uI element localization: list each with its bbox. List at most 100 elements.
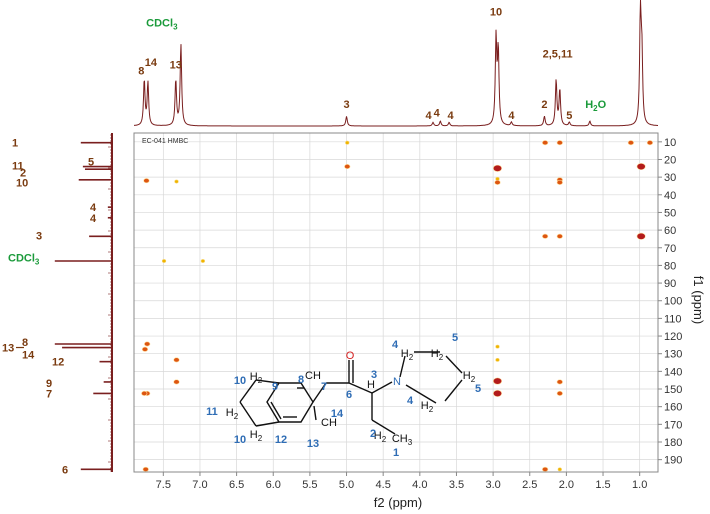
cross-peak: [161, 259, 167, 263]
cross-peak-mark: [495, 344, 500, 349]
proton-peak-label: 3: [343, 99, 349, 111]
carbon-peak-label-text: 9: [46, 378, 52, 390]
cross-peak: [493, 377, 503, 385]
molecule-label: 13: [307, 438, 319, 450]
cross-peak-mark: [556, 140, 563, 146]
y-tick-label: 10: [664, 137, 676, 149]
cross-peak: [556, 179, 563, 185]
carbon-peak-label-text: 10: [16, 177, 28, 189]
carbon-peak-label-text: 2: [20, 168, 26, 180]
molecule-label: H2: [374, 430, 387, 444]
cross-peak: [141, 390, 148, 396]
proton-peak-label-text: 5: [566, 110, 572, 122]
cross-peak: [556, 233, 563, 239]
x-tick-label: 7.0: [192, 479, 207, 491]
carbon-peak-label-text: 4: [90, 213, 97, 225]
molecule-label: 4: [392, 339, 399, 351]
carbon-peak-label-text: 1: [12, 138, 18, 150]
molecule-label: 14: [331, 408, 344, 420]
cross-peak: [556, 140, 563, 146]
y-tick-label: 150: [664, 384, 682, 396]
molecule-label: H2: [250, 429, 263, 443]
y-tick-label: 170: [664, 419, 682, 431]
x-tick-label: 4.5: [376, 479, 391, 491]
molecule-label-text: 6: [346, 389, 352, 401]
molecule-label: 10: [234, 434, 246, 446]
cross-peak: [557, 467, 562, 472]
cross-peak: [542, 140, 549, 146]
molecule-label-text: CH: [305, 370, 321, 382]
proton-peak-label: 13: [170, 59, 182, 71]
molecule-label-text: CH: [321, 417, 337, 429]
carbon-peak-label: 12: [52, 357, 64, 369]
cross-peak: [636, 232, 646, 240]
cross-peak: [173, 357, 180, 363]
carbon-peak-label-text: 7: [46, 388, 52, 400]
cross-peak: [493, 389, 503, 397]
proton-spectrum: [134, 0, 658, 127]
molecule-label: H2: [401, 348, 414, 362]
molecule-label-text: 12: [275, 434, 287, 446]
proton-peak-label: 4: [448, 110, 455, 122]
carbon-peak-label: 5: [88, 156, 94, 168]
molecule-label-text: 10: [234, 434, 246, 446]
molecule-label-text: H: [401, 348, 409, 360]
carbon-peak-label: 4: [90, 202, 97, 214]
cross-peak-mark: [646, 140, 654, 146]
molecule-label-text: 8: [298, 374, 304, 386]
y-tick-label: 140: [664, 366, 682, 378]
molecule-subscript: 2: [234, 412, 239, 421]
molecule-subscript: 3: [408, 438, 413, 447]
proton-peak-label: 4: [426, 110, 433, 122]
plot-background: [134, 133, 658, 472]
molecule-label-text: 1: [393, 447, 399, 459]
carbon-peak-label: 1: [12, 138, 18, 150]
y-tick-label: 40: [664, 190, 676, 202]
cross-peak: [143, 178, 150, 184]
molecule-subscript: 2: [258, 434, 263, 443]
proton-peak-label-text: 3: [343, 99, 349, 111]
molecule-label: H2: [250, 371, 263, 385]
cross-peak-mark: [542, 140, 549, 146]
cross-peak: [636, 163, 646, 171]
cross-peaks: [141, 140, 654, 472]
y-tick-label: 130: [664, 349, 682, 361]
cross-peak-mark: [494, 179, 501, 185]
molecule-label-text: H: [226, 407, 234, 419]
cross-peak: [495, 344, 500, 349]
molecule-label: 10: [234, 375, 246, 387]
cross-peak: [144, 341, 151, 347]
label-subscript: 3: [35, 257, 40, 266]
y-tick-label: 110: [664, 313, 682, 325]
molecule-label-text: 4: [392, 339, 399, 351]
carbon-peak-label: 6: [62, 464, 68, 476]
x-tick-label: 5.5: [302, 479, 317, 491]
cross-peak: [542, 466, 549, 472]
molecule-label: O: [346, 350, 355, 362]
cross-peak-mark: [495, 357, 500, 362]
cross-peak-mark: [161, 259, 167, 263]
carbon-peak-label-text: 6: [62, 464, 68, 476]
molecule-label: 5: [475, 383, 481, 395]
molecule-subscript: 2: [258, 376, 263, 385]
proton-spectrum-trace: [134, 0, 658, 127]
y-tick-label: 190: [664, 455, 682, 467]
plot-frame: [133, 132, 659, 473]
molecule-label-text: 10: [234, 375, 246, 387]
proton-peak-label-text: 4: [434, 107, 441, 119]
proton-peak-label-text: 2: [541, 99, 547, 111]
plot-grid: [134, 133, 658, 472]
y-axis-ticks: 10 20 30 40 50 60 70 80 90 100 110 120 130 140 150 160 1…: [658, 137, 682, 467]
carbon-spectrum: [54, 133, 113, 472]
molecule-label-text: H: [250, 371, 258, 383]
molecule-label-text: 5: [475, 383, 481, 395]
cross-peak: [142, 466, 149, 472]
cross-peak: [493, 164, 503, 172]
proton-peak-label: H2O: [585, 99, 606, 113]
proton-peak-label-text: 4: [426, 110, 433, 122]
proton-peak-label-text: 4: [508, 110, 515, 122]
carbon-peak-label-text: 5: [88, 156, 94, 168]
